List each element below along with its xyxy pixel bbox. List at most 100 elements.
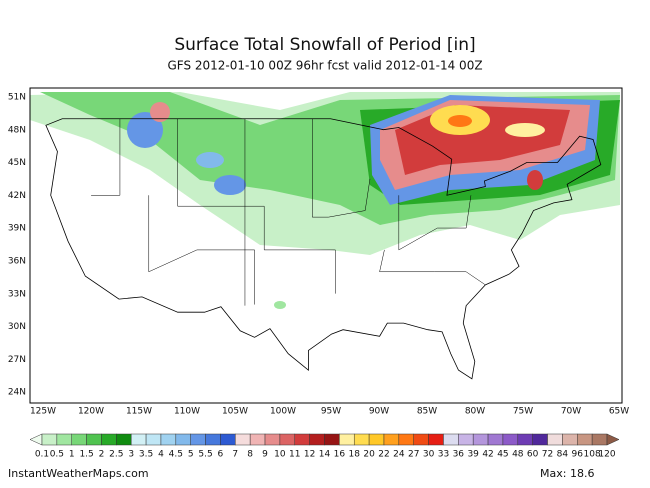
colorbar-label: 39 [467,450,479,460]
colorbar-box [160,433,177,446]
colorbar: 0.1 0.5 1 1.5 2 2.5 3 3.5 4 4.5 5 5.5 6 7 8 9 10 11 12 14 16… [29,433,620,460]
colorbar-label: 10 [274,450,286,460]
state-border [312,118,371,218]
snowfall-field [30,92,620,309]
lon-label: 65W [609,407,629,417]
colorbar-box [577,433,593,446]
colorbar-box [116,433,132,446]
colorbar-label: 3.5 [139,450,153,460]
colorbar-box [56,433,72,446]
colorbar-box [175,433,191,446]
colorbar-label: 36 [453,450,465,460]
colorbar-box [428,433,444,446]
colorbar-label: 8 [247,450,253,460]
colorbar-box [517,433,533,446]
colorbar-box [547,433,563,446]
lat-label: 42N [8,191,26,201]
colorbar-label: 18 [349,450,361,460]
lon-label: 85W [417,407,437,417]
colorbar-box [324,433,340,446]
snow-area [527,170,543,190]
colorbar-label: 14 [319,450,331,460]
colorbar-box [145,433,162,446]
colorbar-label: 0.5 [50,450,64,460]
colorbar-label: 45 [497,450,508,460]
colorbar-label: 7 [232,450,238,460]
lat-label: 33N [8,289,26,299]
snow-area [274,301,286,309]
colorbar-box [264,433,281,446]
colorbar-label: 84 [557,450,569,460]
colorbar-label: 11 [289,450,300,460]
colorbar-label: 6 [218,450,224,460]
colorbar-box [220,433,236,446]
lon-label: 120W [78,407,104,417]
colorbar-label: 60 [527,450,539,460]
colorbar-label: 33 [438,450,449,460]
colorbar-arrow [29,433,43,446]
colorbar-label: 4.5 [169,450,183,460]
colorbar-box [279,433,296,446]
colorbar-label: 12 [304,450,315,460]
colorbar-label: 3 [128,450,134,460]
snow-area [196,152,224,168]
colorbar-label: 5.5 [198,450,212,460]
colorbar-box [472,433,489,446]
lat-label: 45N [8,158,26,168]
colorbar-box [458,433,474,446]
snow-area [448,115,472,127]
colorbar-box [383,433,400,446]
colorbar-label: 9 [262,450,268,460]
colorbar-label: 1.5 [79,450,93,460]
state-border [398,195,472,251]
title: Surface Total Snowfall of Period [in] [174,35,475,55]
lon-label: 110W [174,407,200,417]
colorbar-box [443,433,459,446]
colorbar-label: 27 [408,450,419,460]
lon-label: 95W [321,407,341,417]
snow-area [214,175,246,195]
colorbar-box [101,433,117,446]
lon-label: 80W [465,407,485,417]
colorbar-label: 4 [158,450,164,460]
lat-label: 36N [8,257,26,267]
state-border [177,118,336,294]
colorbar-label: 108 [584,450,601,460]
colorbar-box [294,433,310,446]
colorbar-box [562,433,578,446]
lat-label: 51N [8,93,26,103]
source-label: InstantWeatherMaps.com [8,467,149,480]
max-label: Max: 18.6 [540,467,594,480]
colorbar-box [41,433,58,446]
colorbar-box [502,433,519,446]
colorbar-box [86,433,102,446]
colorbar-label: 120 [598,450,615,460]
colorbar-label: 48 [512,450,524,460]
colorbar-box [368,433,385,446]
snow-area [505,123,545,137]
colorbar-box [487,433,504,446]
colorbar-box [591,433,608,446]
colorbar-label: 42 [482,450,493,460]
colorbar-arrow [606,433,620,446]
colorbar-box [339,433,355,446]
colorbar-label: 2 [99,450,105,460]
axis-labels: 51N 48N 45N 42N 39N 36N 33N 30N 27N 24N 125W 120W 11… [8,93,629,417]
colorbar-box [205,433,221,446]
colorbar-box [190,433,206,446]
colorbar-box [71,433,87,446]
colorbar-box [235,433,251,446]
lat-label: 30N [8,322,26,332]
lon-label: 100W [270,407,296,417]
lat-label: 24N [8,388,26,398]
lon-label: 70W [561,407,581,417]
colorbar-box [398,433,414,446]
colorbar-label: 2.5 [109,450,123,460]
colorbar-box [413,433,429,446]
lon-label: 90W [369,407,389,417]
colorbar-label: 30 [423,450,435,460]
lat-label: 27N [8,355,26,365]
colorbar-label: 24 [393,450,405,460]
